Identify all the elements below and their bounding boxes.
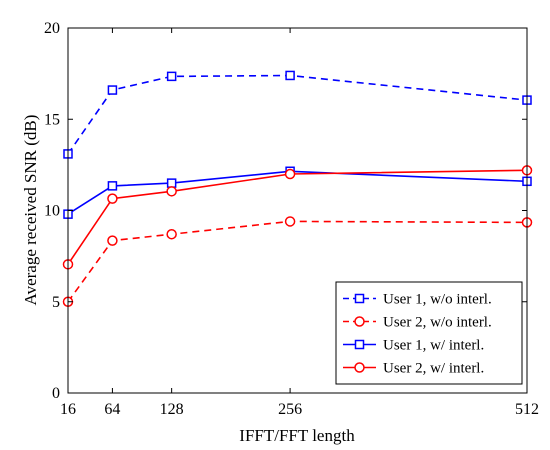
series-line [67,74,528,155]
square-marker [107,85,118,95]
circle-marker [354,362,365,373]
series-line [67,170,528,215]
x-tick-label: 16 [60,401,76,418]
y-tick-label: 5 [52,294,60,311]
circle-marker [284,168,296,180]
y-tick-label: 20 [44,20,60,37]
x-tick-label: 128 [160,401,184,418]
y-tick-label: 15 [44,111,60,128]
circle-marker [166,228,177,240]
series-1 [63,70,532,159]
legend-label: User 2, w/o interl. [383,315,492,331]
square-marker [285,70,295,81]
circle-marker [107,235,118,246]
circle-marker [354,316,365,327]
legend-label: User 1, w/ interl. [383,338,484,354]
series-3 [63,166,532,219]
x-tick-label: 64 [104,401,120,418]
square-marker [166,71,177,82]
y-tick-label: 10 [44,203,60,220]
square-marker [354,339,365,350]
x-axis-title: IFFT/FFT length [239,426,355,445]
series-2 [62,216,533,307]
square-marker [354,293,365,304]
square-marker [107,181,118,191]
legend: User 1, w/o interl. User 2, w/o interl. Us… [335,281,523,385]
y-axis-title: Average received SNR (dB) [21,115,40,306]
circle-marker [166,186,177,197]
legend-label: User 1, w/o interl. [383,292,492,308]
series-4 [62,165,533,270]
y-tick-label: 0 [52,385,60,402]
legend-label: User 2, w/ interl. [383,361,484,377]
circle-marker [107,193,118,204]
x-tick-label: 256 [278,401,302,418]
square-marker [166,178,177,188]
x-tick-label: 512 [515,401,539,418]
circle-marker [284,216,296,227]
